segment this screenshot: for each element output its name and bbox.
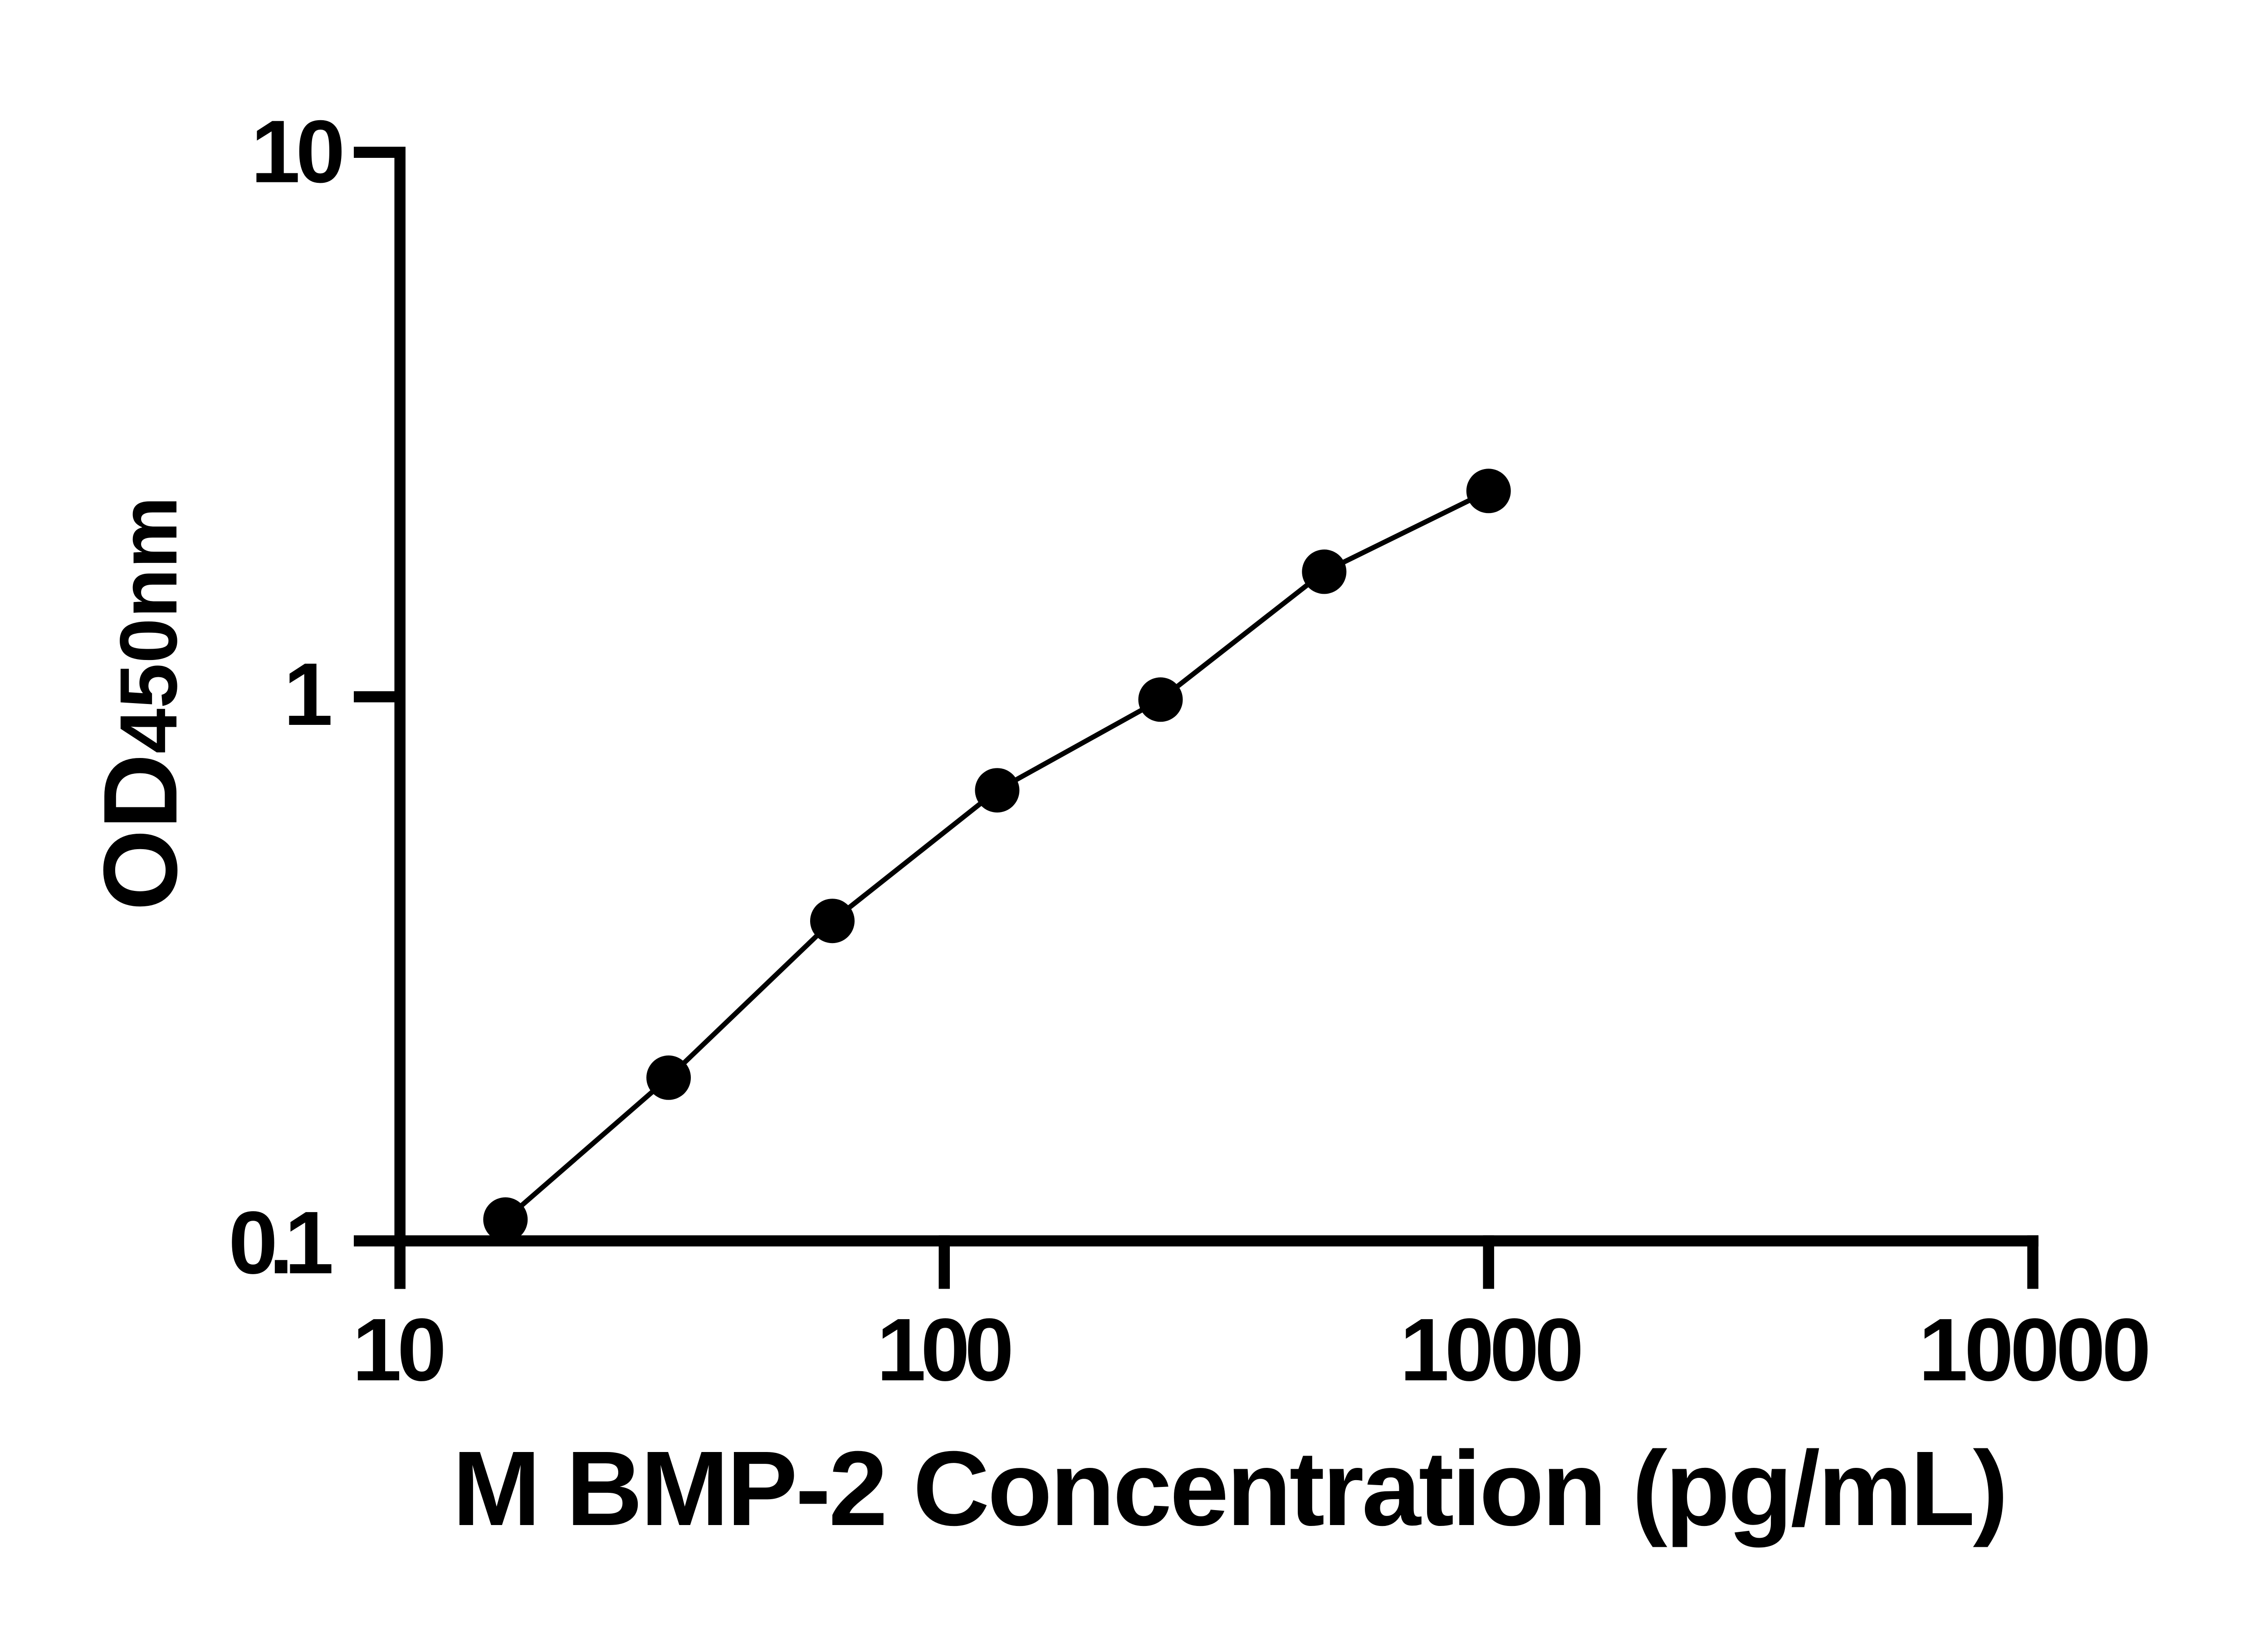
svg-text:10000: 10000 (1918, 1300, 2147, 1399)
svg-text:1: 1 (284, 645, 333, 744)
svg-text:M BMP-2 Concentration (pg/mL): M BMP-2 Concentration (pg/mL) (452, 1429, 2006, 1548)
svg-text:100: 100 (876, 1300, 1010, 1399)
svg-text:1000: 1000 (1400, 1300, 1580, 1399)
svg-text:10: 10 (352, 1300, 443, 1399)
svg-text:10: 10 (251, 102, 342, 201)
svg-text:0.1: 0.1 (229, 1193, 332, 1292)
